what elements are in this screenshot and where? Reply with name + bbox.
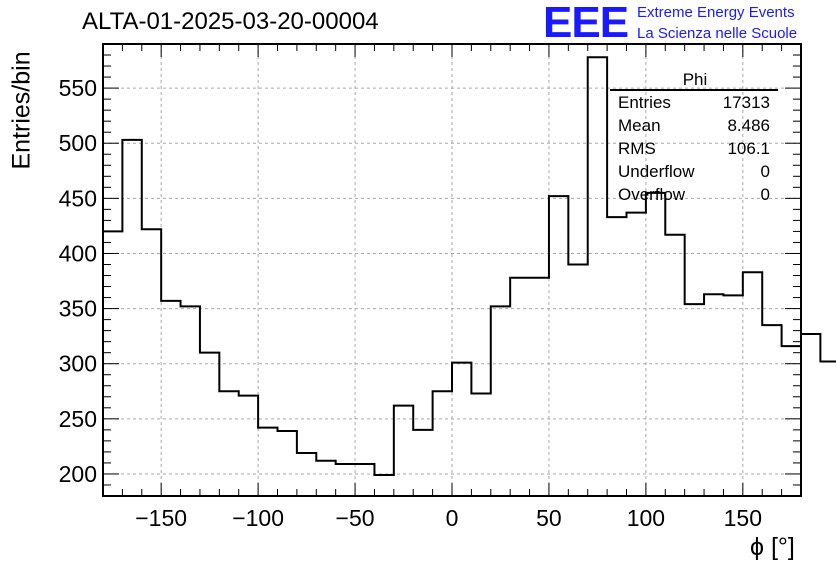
- stats-row-rms: RMS 106.1: [610, 137, 778, 160]
- y-axis-label: Entries/bin: [7, 51, 36, 170]
- stats-value: 0: [760, 185, 770, 204]
- eee-logo: EEE: [543, 0, 629, 47]
- y-tick-label: 550: [59, 75, 97, 101]
- stats-row-mean: Mean 8.486: [610, 114, 778, 137]
- y-tick-label: 400: [59, 240, 97, 266]
- chart-title: ALTA-01-2025-03-20-00004: [82, 8, 379, 35]
- x-tick-label: 150: [724, 505, 762, 531]
- y-tick-label: 450: [59, 185, 97, 211]
- stats-label: Overflow: [618, 185, 686, 204]
- y-tick-label: 250: [59, 406, 97, 432]
- y-tick-label: 350: [59, 296, 97, 322]
- stats-label: Entries: [618, 93, 671, 112]
- stats-value: 106.1: [727, 139, 770, 158]
- stats-row-entries: Entries 17313: [610, 91, 778, 114]
- logo-line-1: Extreme Energy Events: [637, 4, 795, 21]
- stats-value: 17313: [722, 93, 770, 112]
- stats-box: Phi Entries 17313 Mean 8.486 RMS 106.1 U…: [610, 68, 778, 206]
- x-tick-label: 50: [536, 505, 562, 531]
- logo-line-2: La Scienza nelle Scuole: [637, 25, 798, 42]
- stats-value: 8.486: [727, 116, 770, 135]
- y-tick-label: 200: [59, 461, 97, 487]
- x-tick-label: −150: [135, 505, 187, 531]
- stats-row-overflow: Overflow 0: [610, 183, 778, 206]
- stats-label: Mean: [618, 116, 661, 135]
- x-tick-label: −50: [336, 505, 375, 531]
- y-tick-label: 500: [59, 130, 97, 156]
- stats-row-underflow: Underflow 0: [610, 160, 778, 183]
- x-tick-label: 100: [627, 505, 665, 531]
- stats-value: 0: [760, 162, 770, 181]
- stats-label: Underflow: [618, 162, 695, 181]
- stats-label: RMS: [618, 139, 656, 158]
- x-axis-label: ϕ [°]: [750, 533, 795, 561]
- y-tick-label: 300: [59, 351, 97, 377]
- x-tick-label: −100: [232, 505, 284, 531]
- stats-box-title: Phi: [610, 68, 778, 91]
- histogram-line: [103, 56, 836, 477]
- x-tick-label: 0: [446, 505, 459, 531]
